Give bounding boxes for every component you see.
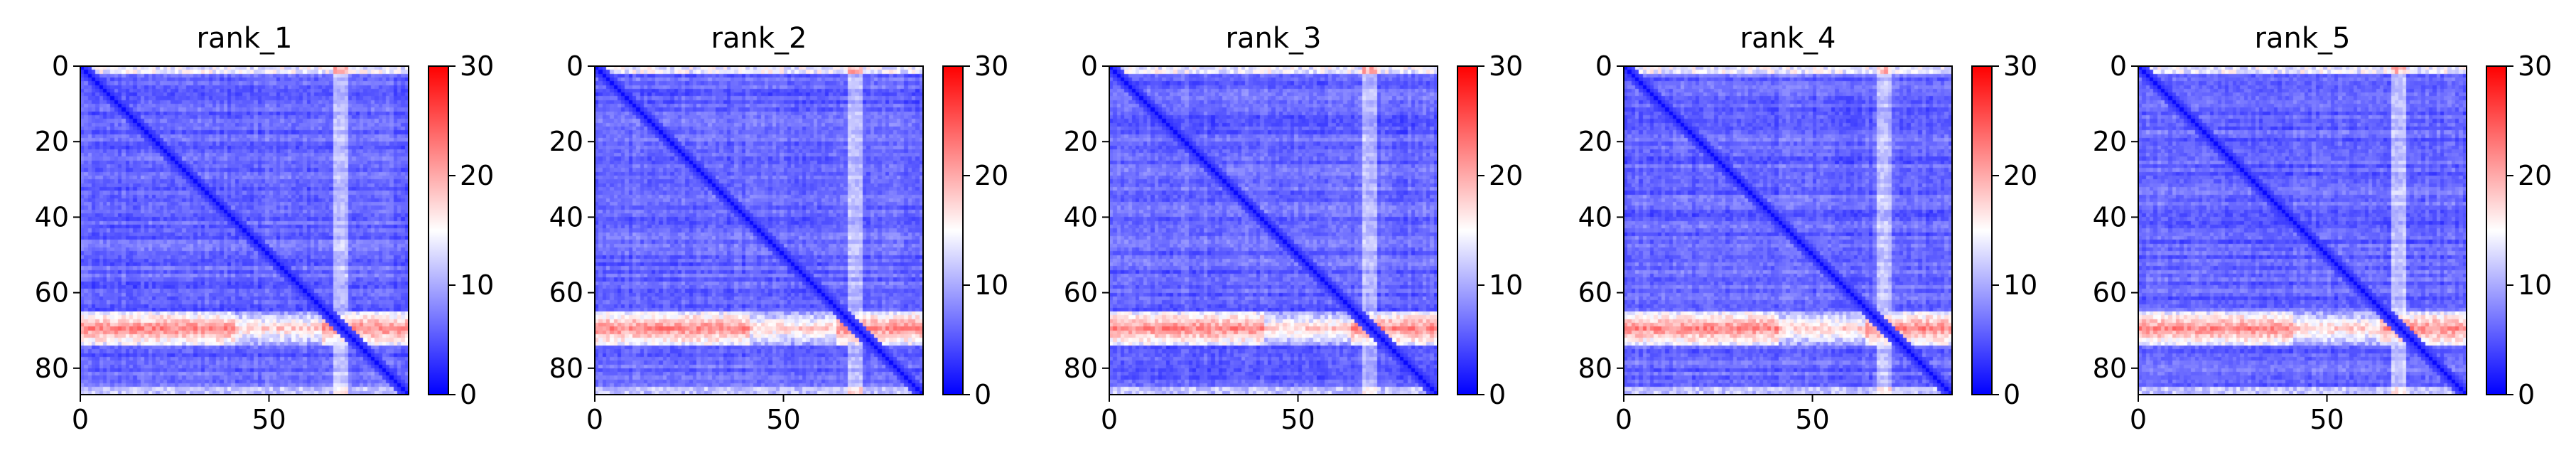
axes-frame (594, 65, 924, 395)
colorbar-tick-label: 10 (460, 269, 494, 301)
y-tick-label: 80 (2093, 353, 2127, 384)
colorbar-tick-label: 30 (974, 50, 1008, 82)
x-tick-label: 50 (1281, 404, 1315, 435)
colorbar (1457, 65, 1478, 395)
y-tick-label: 80 (1578, 353, 1612, 384)
heatmap-cells (2138, 66, 2467, 395)
y-tick-label: 80 (1064, 353, 1098, 384)
axes-frame (1109, 65, 1438, 395)
heatmap-cells (1624, 66, 1952, 395)
colorbar-tick-label: 0 (460, 379, 477, 410)
y-tick-label: 0 (1595, 50, 1612, 82)
colorbar-tick-label: 20 (2003, 160, 2037, 191)
colorbar-tick-label: 20 (2518, 160, 2552, 191)
heatmap-cells (1109, 66, 1438, 395)
y-tick-label: 40 (549, 201, 583, 233)
colorbar-tick-label: 30 (2518, 50, 2552, 82)
colorbar-tick-label: 10 (1489, 269, 1523, 301)
colorbar-tick-label: 10 (974, 269, 1008, 301)
chart-title: rank_5 (2255, 22, 2351, 55)
colorbar (1971, 65, 1993, 395)
x-tick-label: 0 (72, 404, 89, 435)
colorbar-tick-label: 10 (2518, 269, 2552, 301)
chart-title: rank_2 (711, 22, 807, 55)
colorbar (942, 65, 964, 395)
chart-title: rank_3 (1226, 22, 1322, 55)
x-tick-label: 0 (1101, 404, 1118, 435)
y-tick-label: 60 (549, 277, 583, 309)
x-tick-label: 50 (2310, 404, 2344, 435)
colorbar-tick-label: 20 (1489, 160, 1523, 191)
x-tick-label: 0 (1615, 404, 1632, 435)
y-tick-label: 20 (549, 126, 583, 157)
axes-frame (2138, 65, 2467, 395)
colorbar-tick-label: 30 (2003, 50, 2037, 82)
y-tick-label: 0 (1081, 50, 1098, 82)
colorbar-tick-label: 0 (2003, 379, 2020, 410)
y-tick-label: 60 (1578, 277, 1612, 309)
y-tick-label: 20 (1578, 126, 1612, 157)
y-tick-label: 0 (566, 50, 583, 82)
colorbar-tick-label: 0 (1489, 379, 1506, 410)
heatmap-cells (595, 66, 923, 395)
colorbar-tick-label: 0 (974, 379, 991, 410)
x-tick-label: 50 (766, 404, 800, 435)
chart-title: rank_1 (197, 22, 293, 55)
y-tick-label: 80 (549, 353, 583, 384)
y-tick-label: 0 (52, 50, 69, 82)
y-tick-label: 0 (2110, 50, 2127, 82)
axes-frame (80, 65, 409, 395)
y-tick-label: 80 (35, 353, 69, 384)
x-tick-label: 50 (1795, 404, 1829, 435)
colorbar (428, 65, 449, 395)
heatmap-cells (80, 66, 409, 395)
colorbar-tick-label: 20 (460, 160, 494, 191)
y-tick-label: 60 (2093, 277, 2127, 309)
colorbar-tick-label: 10 (2003, 269, 2037, 301)
x-tick-label: 50 (252, 404, 286, 435)
colorbar (2486, 65, 2507, 395)
y-tick-label: 40 (35, 201, 69, 233)
axes-frame (1623, 65, 1953, 395)
y-tick-label: 20 (35, 126, 69, 157)
y-tick-label: 20 (1064, 126, 1098, 157)
colorbar-tick-label: 0 (2518, 379, 2535, 410)
colorbar-tick-label: 20 (974, 160, 1008, 191)
y-tick-label: 40 (2093, 201, 2127, 233)
y-tick-label: 60 (1064, 277, 1098, 309)
y-tick-label: 20 (2093, 126, 2127, 157)
colorbar-tick-label: 30 (1489, 50, 1523, 82)
x-tick-label: 0 (2130, 404, 2147, 435)
y-tick-label: 40 (1578, 201, 1612, 233)
chart-title: rank_4 (1740, 22, 1836, 55)
x-tick-label: 0 (586, 404, 603, 435)
y-tick-label: 40 (1064, 201, 1098, 233)
colorbar-tick-label: 30 (460, 50, 494, 82)
y-tick-label: 60 (35, 277, 69, 309)
